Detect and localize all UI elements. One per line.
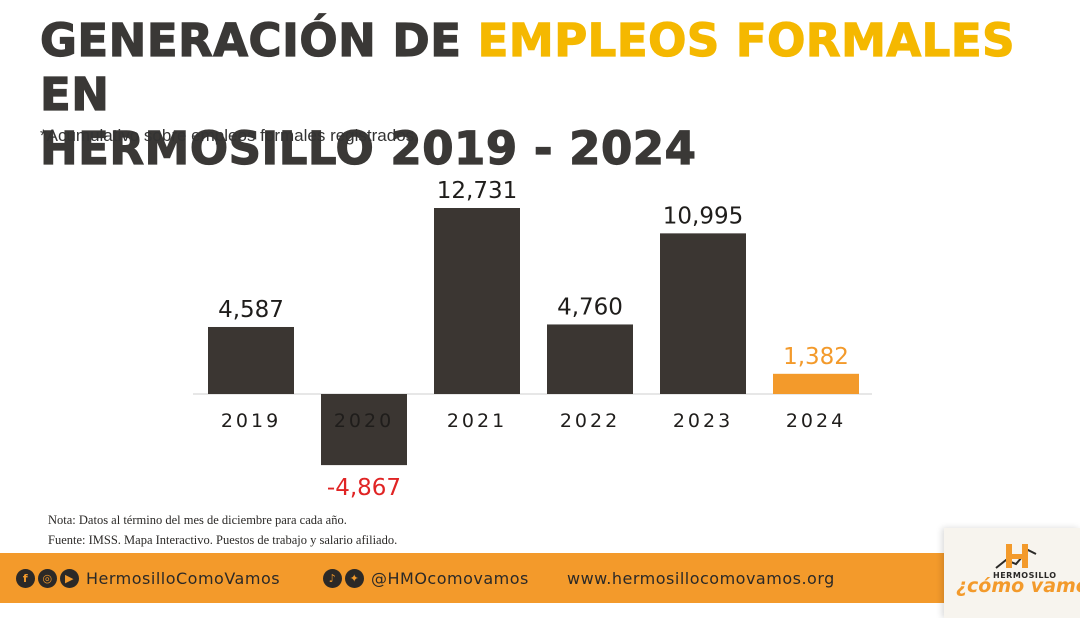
x-tick-label-2023: 2023: [673, 410, 733, 432]
instagram-icon[interactable]: ◎: [38, 568, 57, 588]
x-tick-label-2019: 2019: [221, 410, 281, 432]
title-part-1: GENERACIÓN DE: [39, 13, 478, 67]
logo-small-text: HERMOSILLO: [993, 571, 1057, 580]
website-text[interactable]: www.hermosillocomovamos.org: [567, 568, 835, 588]
chart-notes: Nota: Datos al término del mes de diciem…: [48, 510, 397, 550]
x-tick-label-2020: 2020: [334, 410, 394, 432]
value-label-2020: -4,867: [327, 475, 401, 501]
facebook-icon[interactable]: f: [16, 568, 35, 588]
logo-h-icon: [995, 544, 1037, 569]
footer-bar: f ◎ ▶ HermosilloComoVamos ♪ ✦ @HMOcomova…: [0, 553, 1080, 603]
logo-badge: [944, 528, 1080, 618]
x-tick-label-2021: 2021: [447, 410, 507, 432]
facebook-handle[interactable]: HermosilloComoVamos: [86, 568, 281, 588]
twitter-social-group[interactable]: ♪ ✦ @HMOcomovamos: [323, 568, 529, 588]
value-label-2024: 1,382: [783, 344, 849, 370]
title-part-3: EN: [39, 67, 110, 121]
facebook-social-group[interactable]: f ◎ ▶ HermosilloComoVamos: [16, 568, 281, 588]
title-highlight: EMPLEOS FORMALES: [477, 13, 1015, 67]
x-tick-label-2022: 2022: [560, 410, 620, 432]
twitter-handle[interactable]: @HMOcomovamos: [371, 568, 529, 588]
value-label-2021: 12,731: [437, 178, 517, 204]
bar-2019: [208, 326, 294, 394]
bar-2021: [434, 208, 520, 394]
bar-2020: [321, 394, 407, 466]
value-label-2023: 10,995: [663, 203, 743, 229]
title-line-2: HERMOSILLO 2019 - 2024: [39, 121, 697, 175]
twitter-icon[interactable]: ✦: [345, 568, 364, 588]
youtube-icon[interactable]: ▶: [60, 568, 79, 588]
logo-main-text: ¿cómo vamos?: [956, 575, 1080, 597]
chart-title: GENERACIÓN DE EMPLEOS FORMALES EN HERMOS…: [39, 13, 1080, 176]
bar-2023: [660, 233, 746, 394]
bar-2024: [773, 373, 859, 394]
value-label-2022: 4,760: [557, 294, 623, 320]
website-link[interactable]: www.hermosillocomovamos.org: [567, 569, 835, 588]
value-label-2019: 4,587: [218, 297, 284, 323]
bar-chart: 4,587 2019 -4,867 2020 12,731 2021 4,760 2022 10…: [193, 178, 872, 501]
note-text: Nota: Datos al término del mes de diciem…: [48, 513, 347, 527]
tiktok-icon[interactable]: ♪: [323, 568, 342, 588]
chart-subtitle: *Acumulativo sobre empleos formales regi…: [40, 126, 419, 145]
x-tick-label-2024: 2024: [786, 410, 846, 432]
source-text: Fuente: IMSS. Mapa Interactivo. Puestos …: [48, 533, 398, 547]
bar-2022: [547, 324, 633, 394]
